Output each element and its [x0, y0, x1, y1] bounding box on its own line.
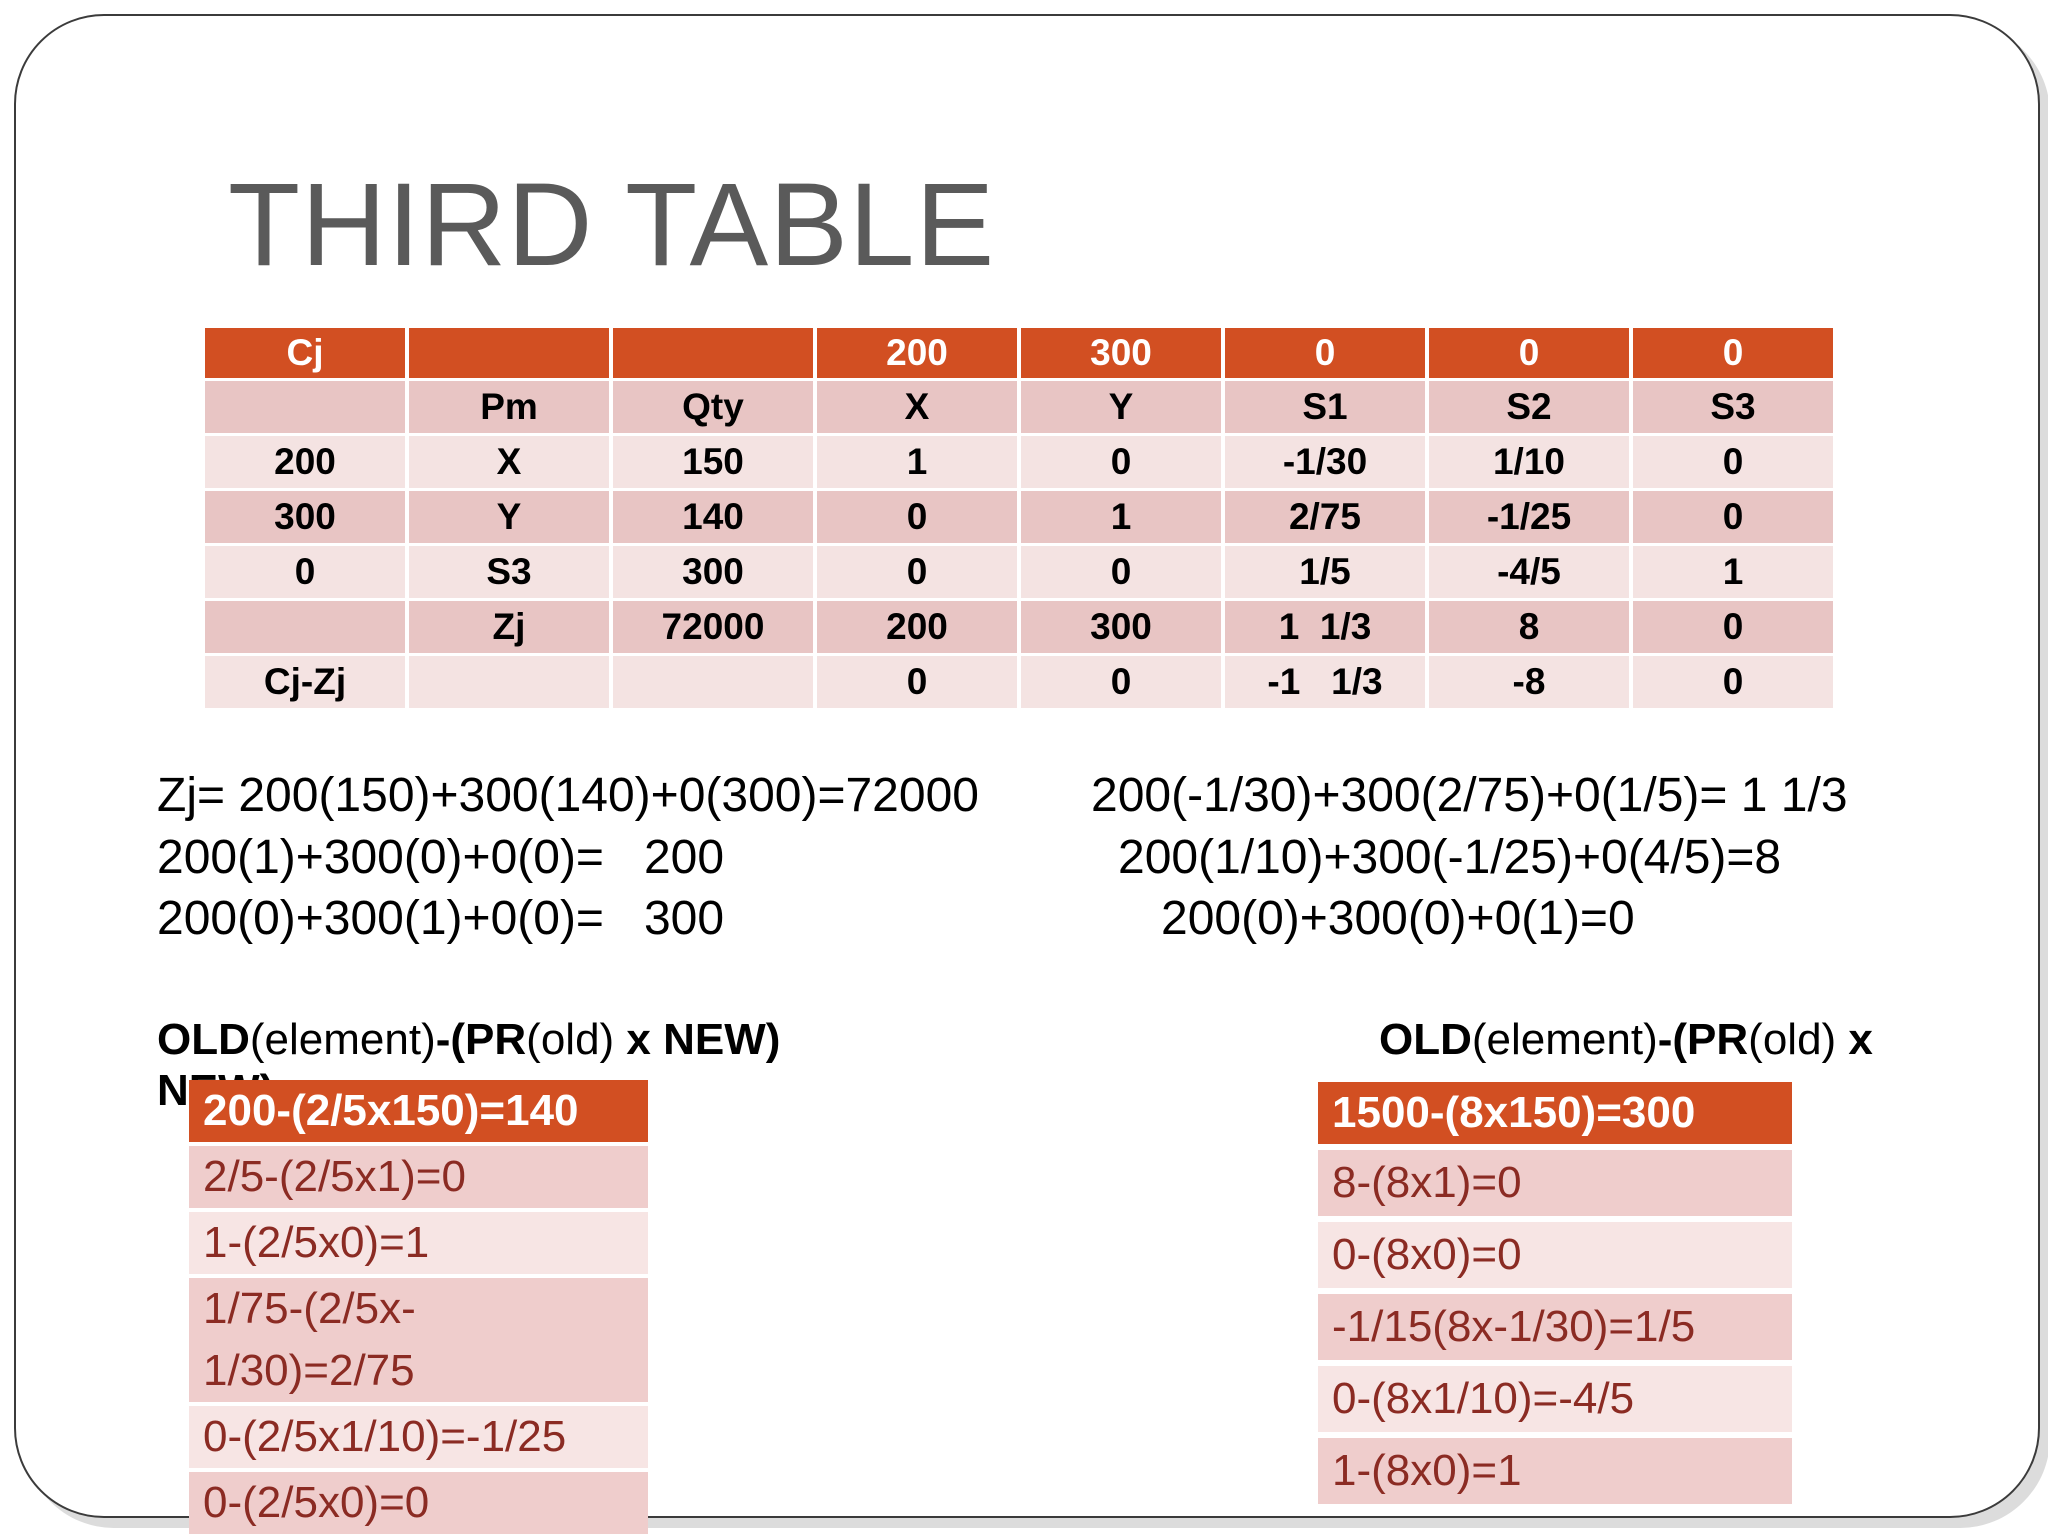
table-cell: 0 [1021, 546, 1221, 598]
calc-line: 200(1/10)+300(-1/25)+0(4/5)=8 [1118, 831, 1782, 884]
table-cell [613, 656, 813, 708]
simplex-table: Cj 200 300 0 0 0 Pm Qty X Y S1 S2 S3 200… [201, 325, 1837, 711]
table-row: 2/5-(2/5x1)=0 [189, 1146, 648, 1208]
table-cell: 200 [817, 601, 1017, 653]
table-cell: 1-(2/5x0)=1 [189, 1212, 648, 1274]
table-cell: Y [409, 491, 609, 543]
table-cell: 2/75 [1225, 491, 1425, 543]
table-cell: 300 [205, 491, 405, 543]
table-cell [409, 328, 609, 378]
table-cell: -1/25 [1429, 491, 1629, 543]
table-row: 1-(2/5x0)=1 [189, 1212, 648, 1274]
right-row-ops-table: 1500-(8x150)=300 8-(8x1)=0 0-(8x0)=0 -1/… [1318, 1076, 1792, 1510]
table-cell: -8 [1429, 656, 1629, 708]
table-cell: 0-(8x1/10)=-4/5 [1318, 1366, 1792, 1432]
table-cell: 1 1/3 [1225, 601, 1425, 653]
table-cell: 150 [613, 436, 813, 488]
table-cell: 0 [1633, 601, 1833, 653]
table-cell: 0 [1633, 491, 1833, 543]
table-cell: 0 [1429, 328, 1629, 378]
table-cell: 1 [1633, 546, 1833, 598]
rule-label-right: OLD(element)-(PR(old) x [1379, 1015, 1873, 1064]
table-row: Cj-Zj 0 0 -1 1/3 -8 0 [205, 656, 1833, 708]
table-cell: 1/10 [1429, 436, 1629, 488]
table-cell: 2/5-(2/5x1)=0 [189, 1146, 648, 1208]
table-header-row: Cj 200 300 0 0 0 [205, 328, 1833, 378]
table-cell: 300 [1021, 601, 1221, 653]
table-cell: 1 [1021, 491, 1221, 543]
table-cell: 0 [1225, 328, 1425, 378]
calc-line: 200(1)+300(0)+0(0)= 200 [157, 831, 725, 884]
table-cell: 0 [1021, 656, 1221, 708]
left-row-ops-table: 200-(2/5x150)=140 2/5-(2/5x1)=0 1-(2/5x0… [189, 1076, 648, 1538]
table-cell: Y [1021, 381, 1221, 433]
table-cell: 300 [613, 546, 813, 598]
table-cell [205, 601, 405, 653]
table-row: 0-(8x1/10)=-4/5 [1318, 1366, 1792, 1432]
table-cell: 0 [1633, 328, 1833, 378]
table-row: 1-(8x0)=1 [1318, 1438, 1792, 1504]
table-cell: 8 [1429, 601, 1629, 653]
table-row: 1/75-(2/5x- 1/30)=2/75 [189, 1278, 648, 1402]
table-cell: 8-(8x1)=0 [1318, 1150, 1792, 1216]
table-cell [613, 328, 813, 378]
table-cell: Cj [205, 328, 405, 378]
table-cell: 1/5 [1225, 546, 1425, 598]
table-row: 0-(2/5x0)=0 [189, 1472, 648, 1534]
table-cell: S1 [1225, 381, 1425, 433]
table-cell: -1 1/3 [1225, 656, 1425, 708]
table-cell: 0 [1633, 436, 1833, 488]
table-cell: Qty [613, 381, 813, 433]
table-cell: X [817, 381, 1017, 433]
table-row: 300 Y 140 0 1 2/75 -1/25 0 [205, 491, 1833, 543]
table-cell: 0 [817, 656, 1017, 708]
table-row: 0 S3 300 0 0 1/5 -4/5 1 [205, 546, 1833, 598]
table-row: 0-(2/5x1/10)=-1/25 [189, 1406, 648, 1468]
table-row: 0-(8x0)=0 [1318, 1222, 1792, 1288]
table-cell: 1-(8x0)=1 [1318, 1438, 1792, 1504]
table-cell: -1/15(8x-1/30)=1/5 [1318, 1294, 1792, 1360]
table-cell: 300 [1021, 328, 1221, 378]
calc-line: 200(0)+300(1)+0(0)= 300 [157, 892, 725, 945]
table-cell: 1/75-(2/5x- 1/30)=2/75 [189, 1278, 648, 1402]
table-cell: S3 [1633, 381, 1833, 433]
table-cell: 1 [817, 436, 1017, 488]
table-cell: 0 [817, 491, 1017, 543]
table-cell: X [409, 436, 609, 488]
table-row: Zj 72000 200 300 1 1/3 8 0 [205, 601, 1833, 653]
table-header-row: 200-(2/5x150)=140 [189, 1080, 648, 1142]
table-row: 200 X 150 1 0 -1/30 1/10 0 [205, 436, 1833, 488]
table-cell: 0 [205, 546, 405, 598]
table-row: Pm Qty X Y S1 S2 S3 [205, 381, 1833, 433]
table-cell: 0 [1021, 436, 1221, 488]
table-cell: 200 [205, 436, 405, 488]
table-cell [205, 381, 405, 433]
table-cell: 0-(8x0)=0 [1318, 1222, 1792, 1288]
table-cell: -4/5 [1429, 546, 1629, 598]
table-cell [409, 656, 609, 708]
table-cell: 200-(2/5x150)=140 [189, 1080, 648, 1142]
table-cell: 72000 [613, 601, 813, 653]
table-cell: Cj-Zj [205, 656, 405, 708]
table-cell: 200 [817, 328, 1017, 378]
table-header-row: 1500-(8x150)=300 [1318, 1082, 1792, 1144]
table-row: -1/15(8x-1/30)=1/5 [1318, 1294, 1792, 1360]
table-cell: 0-(2/5x0)=0 [189, 1472, 648, 1534]
table-row: 8-(8x1)=0 [1318, 1150, 1792, 1216]
table-cell: Pm [409, 381, 609, 433]
calc-line: 200(-1/30)+300(2/75)+0(1/5)= 1 1/3 [1091, 769, 1848, 822]
table-cell: 0-(2/5x1/10)=-1/25 [189, 1406, 648, 1468]
calc-line: 200(0)+300(0)+0(1)=0 [1161, 892, 1635, 945]
table-cell: -1/30 [1225, 436, 1425, 488]
calc-line: Zj= 200(150)+300(140)+0(300)=72000 [157, 769, 979, 822]
table-cell: S2 [1429, 381, 1629, 433]
table-cell: 0 [1633, 656, 1833, 708]
table-cell: 0 [817, 546, 1017, 598]
table-cell: Zj [409, 601, 609, 653]
table-cell: S3 [409, 546, 609, 598]
rule-label-left: OLD(element)-(PR(old) x NEW) [157, 1015, 781, 1064]
page-title: THIRD TABLE [228, 159, 996, 291]
table-cell: 140 [613, 491, 813, 543]
table-cell: 1500-(8x150)=300 [1318, 1082, 1792, 1144]
